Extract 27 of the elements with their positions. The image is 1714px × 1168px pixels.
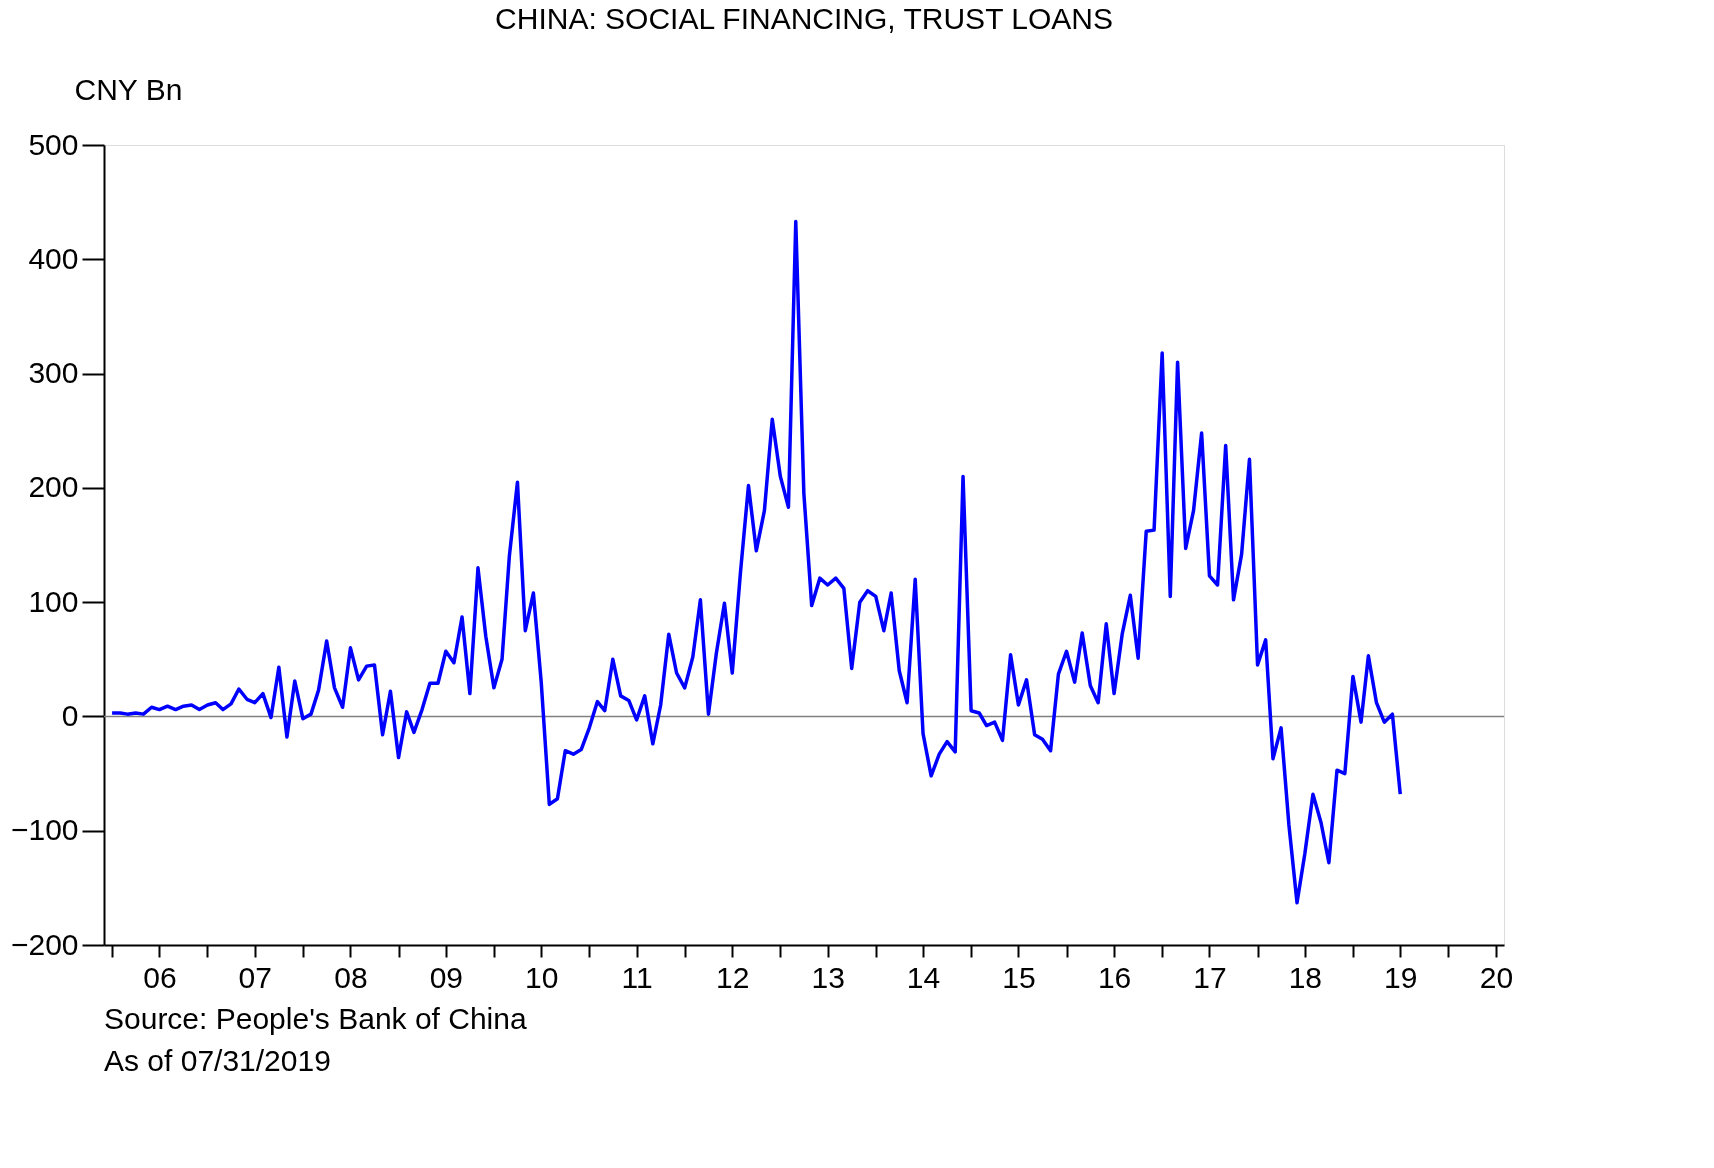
y-tick-label: −100 (10, 813, 79, 847)
source-note: Source: People's Bank of China (104, 1002, 527, 1035)
y-tick-label: −200 (10, 927, 79, 961)
x-tick-label: 16 (1097, 960, 1132, 994)
x-tick-label: 20 (1479, 960, 1514, 994)
x-tick-label: 13 (811, 960, 845, 994)
y-tick-label: 100 (28, 584, 79, 618)
x-tick-label: 07 (238, 960, 272, 994)
x-tick-label: 19 (1384, 960, 1418, 994)
y-tick-label: 400 (28, 241, 79, 275)
x-tick-label: 09 (429, 960, 464, 994)
x-tick-label: 08 (334, 960, 368, 994)
x-tick-label: 15 (1002, 960, 1036, 994)
x-tick-label: 14 (906, 960, 941, 994)
y-tick-label: 0 (61, 698, 79, 732)
text: As of 07/31/2019 (104, 1044, 331, 1077)
y-tick-label: 300 (28, 356, 79, 390)
x-tick-label: 06 (143, 960, 177, 994)
x-tick-label: 12 (716, 960, 750, 994)
y-axis-title: CNY Bn (74, 72, 183, 106)
x-tick-label: 18 (1288, 960, 1323, 994)
chart-title: CHINA: SOCIAL FINANCING, TRUST LOANS (495, 2, 1113, 35)
x-tick-label: 17 (1193, 960, 1227, 994)
y-tick-label: 500 (28, 127, 79, 161)
x-tick-label: 11 (621, 960, 653, 994)
x-tick-label: 10 (525, 960, 559, 994)
y-tick-label: 200 (28, 470, 79, 504)
